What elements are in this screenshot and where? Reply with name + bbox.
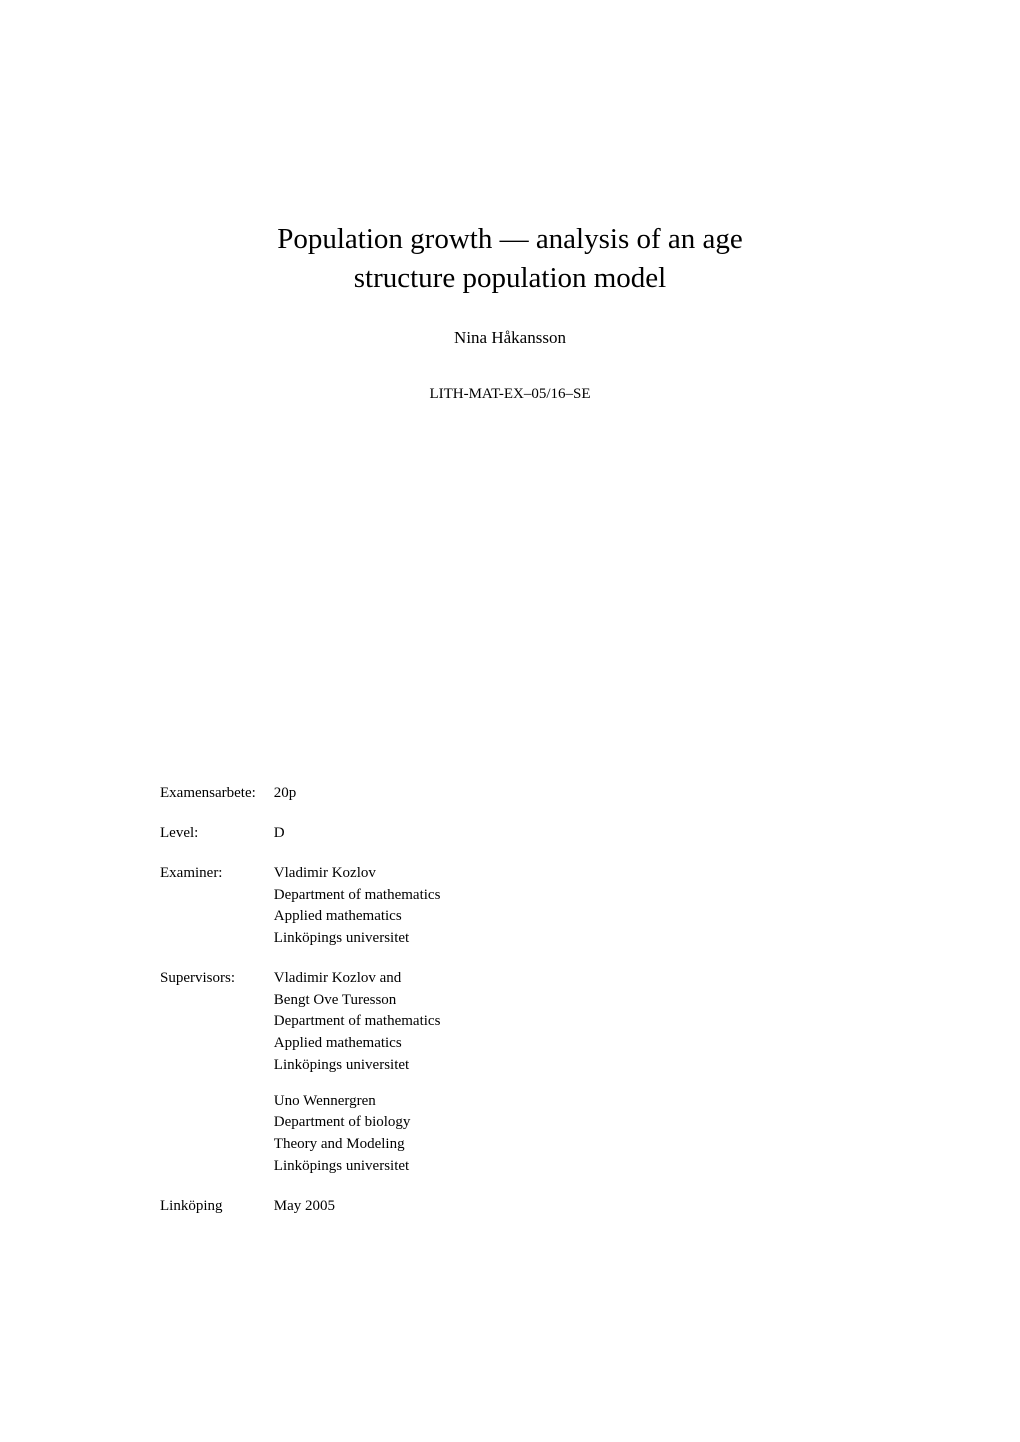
examiner-line: Linköpings universitet (274, 928, 441, 950)
meta-row-level: Level: D (160, 823, 440, 863)
meta-value-examensarbete: 20p (274, 783, 441, 823)
metadata-table: Examensarbete: 20p Level: D Examiner: Vl… (160, 783, 440, 1235)
meta-label-supervisors: Supervisors: (160, 968, 274, 1196)
meta-row-supervisors: Supervisors: Vladimir Kozlov and Bengt O… (160, 968, 440, 1196)
meta-row-examensarbete: Examensarbete: 20p (160, 783, 440, 823)
supervisors-block-2: Uno Wennergren Department of biology The… (274, 1091, 441, 1178)
meta-value-date: May 2005 (274, 1196, 441, 1236)
meta-value-level: D (274, 823, 441, 863)
supervisors-line: Department of mathematics (274, 1011, 441, 1033)
meta-row-examiner: Examiner: Vladimir Kozlov Department of … (160, 863, 440, 968)
supervisors-block-1: Vladimir Kozlov and Bengt Ove Turesson D… (274, 968, 441, 1077)
meta-row-location: Linköping May 2005 (160, 1196, 440, 1236)
supervisors-line: Department of biology (274, 1112, 441, 1134)
author: Nina Håkansson (160, 328, 860, 348)
supervisors-line: Uno Wennergren (274, 1091, 441, 1113)
examiner-line: Applied mathematics (274, 906, 441, 928)
supervisors-line: Bengt Ove Turesson (274, 990, 441, 1012)
title-line-2: structure population model (160, 259, 860, 298)
meta-label-level: Level: (160, 823, 274, 863)
supervisors-line: Applied mathematics (274, 1033, 441, 1055)
title-line-1: Population growth — analysis of an age (160, 220, 860, 259)
supervisors-line: Linköpings universitet (274, 1055, 441, 1077)
supervisors-line: Vladimir Kozlov and (274, 968, 441, 990)
examiner-line: Vladimir Kozlov (274, 863, 441, 885)
meta-label-location: Linköping (160, 1196, 274, 1236)
meta-value-supervisors: Vladimir Kozlov and Bengt Ove Turesson D… (274, 968, 441, 1196)
title-block: Population growth — analysis of an age s… (160, 220, 860, 298)
supervisors-line: Theory and Modeling (274, 1134, 441, 1156)
examiner-line: Department of mathematics (274, 885, 441, 907)
supervisors-line: Linköpings universitet (274, 1156, 441, 1178)
meta-label-examensarbete: Examensarbete: (160, 783, 274, 823)
meta-label-examiner: Examiner: (160, 863, 274, 968)
meta-value-examiner: Vladimir Kozlov Department of mathematic… (274, 863, 441, 968)
title-page: Population growth — analysis of an age s… (0, 0, 1020, 1235)
report-id: LITH-MAT-EX–05/16–SE (160, 386, 860, 403)
